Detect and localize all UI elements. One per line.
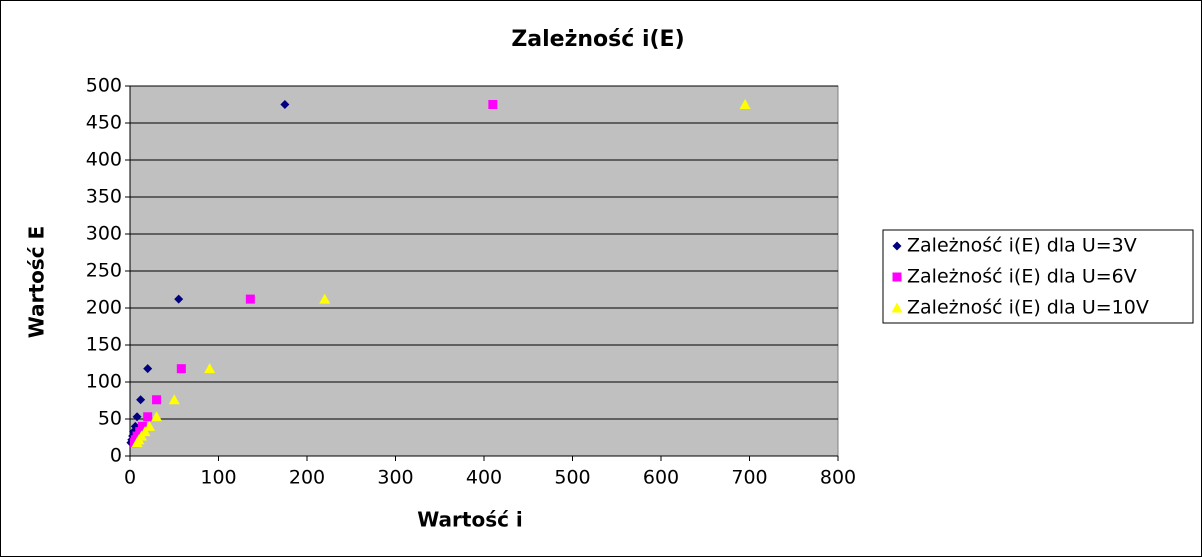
data-point [488, 100, 498, 109]
x-tick-label: 300 [377, 467, 413, 489]
x-tick-label: 600 [643, 467, 679, 489]
y-tick-label: 300 [86, 223, 122, 245]
y-axis-title: Wartość E [25, 226, 49, 338]
y-tick-label: 150 [86, 334, 122, 356]
data-point [739, 99, 751, 109]
y-tick-label: 250 [86, 260, 122, 282]
x-tick-label: 800 [820, 467, 856, 489]
x-tick-label: 400 [466, 467, 502, 489]
y-tick-label: 100 [86, 371, 122, 393]
legend-label: Zależność i(E) dla U=3V [907, 235, 1137, 257]
legend-label: Zależność i(E) dla U=10V [907, 297, 1149, 319]
y-tick-label: 350 [86, 186, 122, 208]
data-point [137, 421, 147, 431]
x-tick-label: 100 [200, 467, 236, 489]
data-point [136, 395, 146, 405]
y-tick-label: 0 [110, 445, 122, 467]
x-tick-label: 200 [289, 467, 325, 489]
y-tick-label: 200 [86, 297, 122, 319]
legend-marker [891, 302, 903, 313]
y-tick-label: 450 [86, 112, 122, 134]
data-point [131, 437, 143, 448]
x-tick-label: 0 [124, 467, 136, 489]
chart-title: Zależność i(E) [511, 27, 684, 52]
y-tick-label: 500 [86, 75, 122, 97]
data-point [204, 363, 216, 374]
data-point [143, 364, 153, 374]
data-point [151, 411, 163, 422]
data-point [176, 364, 186, 374]
y-tick-label: 400 [86, 149, 122, 171]
legend-marker [892, 272, 902, 282]
x-tick-label: 500 [554, 467, 590, 489]
x-tick-label: 700 [731, 467, 767, 489]
data-point [174, 294, 184, 304]
data-point [143, 412, 153, 422]
data-point [245, 294, 255, 304]
data-point [152, 395, 162, 405]
data-point [132, 412, 142, 422]
data-point [143, 420, 155, 431]
legend-marker [892, 241, 902, 251]
x-axis-title: Wartość i [417, 508, 523, 532]
data-point [280, 100, 290, 109]
data-point [319, 293, 331, 304]
y-tick-label: 50 [98, 408, 122, 430]
legend-label: Zależność i(E) dla U=6V [907, 266, 1137, 288]
legend-box [882, 229, 1194, 324]
data-point [168, 394, 180, 405]
